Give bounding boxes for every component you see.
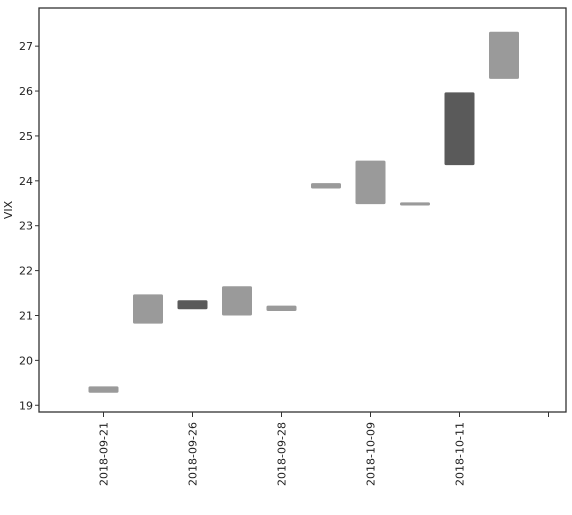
range-bar (400, 202, 430, 206)
y-tick-label: 22 (19, 265, 33, 278)
range-bar (88, 386, 119, 393)
x-tick-label: 2018-09-28 (276, 422, 289, 486)
range-bar (355, 160, 386, 205)
y-axis: 19 20 21 22 23 24 25 26 27 (19, 40, 39, 412)
y-tick-label: 25 (19, 130, 33, 143)
x-tick-label: 2018-10-11 (454, 422, 467, 486)
x-tick-label: 2018-09-26 (187, 422, 200, 486)
range-bar (489, 31, 519, 79)
y-tick-label: 19 (19, 399, 33, 412)
plot-frame (38, 7, 567, 413)
y-tick-label: 26 (19, 85, 33, 98)
range-bar (311, 183, 341, 189)
y-tick-label: 20 (19, 354, 33, 367)
range-bar (222, 286, 252, 316)
range-bar (444, 92, 475, 166)
y-tick-label: 24 (19, 175, 33, 188)
range-bar (266, 305, 297, 311)
x-tick-label: 2018-10-09 (365, 422, 378, 486)
y-tick-label: 27 (19, 40, 33, 53)
y-tick-label: 21 (19, 309, 33, 322)
x-axis: 2018-09-21 2018-09-26 2018-09-28 2018-10-09… (98, 412, 549, 486)
y-tick-label: 23 (19, 220, 33, 233)
range-bar (133, 294, 163, 324)
y-axis-label: VIX (2, 200, 15, 219)
bars (88, 31, 519, 393)
x-tick-label: 2018-09-21 (98, 422, 111, 486)
range-bar (177, 300, 208, 310)
